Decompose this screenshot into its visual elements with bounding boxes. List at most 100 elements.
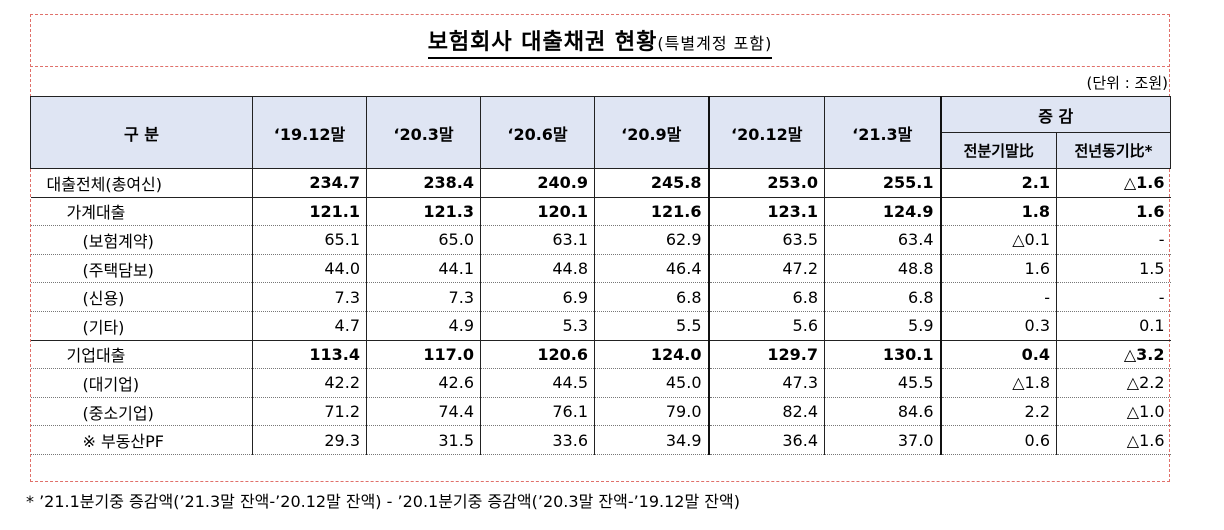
table-cell: 245.8 xyxy=(594,168,709,198)
header-period: ‘21.3말 xyxy=(824,96,942,169)
table-cell: 123.1 xyxy=(707,197,825,227)
footnote: * ’21.1분기중 증감액(’21.3말 잔액-’20.12말 잔액) - ’… xyxy=(26,492,740,511)
table-cell: 129.7 xyxy=(707,340,825,370)
header-period: ‘20.9말 xyxy=(594,96,709,169)
table-cell: 2.2 xyxy=(940,397,1057,427)
table-cell: 5.6 xyxy=(707,311,825,341)
table-row: (보험계약) 65.1 65.0 63.1 62.9 63.5 63.4 △0.1- xyxy=(30,225,1171,255)
row-label: (기타) xyxy=(30,311,253,341)
table-cell: 1.5 xyxy=(1055,254,1171,284)
table-cell: 42.2 xyxy=(252,368,367,398)
table-cell: 4.9 xyxy=(366,311,481,341)
table-cell: △3.2 xyxy=(1055,340,1171,370)
table-cell: 113.4 xyxy=(252,340,367,370)
table-cell: 238.4 xyxy=(366,168,481,198)
table-cell: 82.4 xyxy=(707,397,825,427)
table-cell: 36.4 xyxy=(707,425,825,455)
title-divider xyxy=(30,66,1170,67)
table-cell: 48.8 xyxy=(824,254,942,284)
table-cell: 63.1 xyxy=(480,225,595,255)
row-label: (주택담보) xyxy=(30,254,253,284)
table-cell: 0.6 xyxy=(940,425,1057,455)
title-main: 보험회사 대출채권 현황 xyxy=(427,30,658,59)
table-cell: 6.9 xyxy=(480,282,595,312)
header-period: ‘20.12말 xyxy=(707,96,825,169)
table-cell: 121.1 xyxy=(252,197,367,227)
table-cell: △1.6 xyxy=(1055,425,1171,455)
table-cell: 5.5 xyxy=(594,311,709,341)
table-cell: 130.1 xyxy=(824,340,942,370)
table-cell: △1.8 xyxy=(940,368,1057,398)
table-cell: △2.2 xyxy=(1055,368,1171,398)
table-title: 보험회사 대출채권 현황(특별계정 포함) xyxy=(0,24,1200,59)
table-cell: 65.0 xyxy=(366,225,481,255)
table-cell: 44.8 xyxy=(480,254,595,284)
table-cell: 2.1 xyxy=(940,168,1057,198)
table-cell: 0.1 xyxy=(1055,311,1171,341)
header-period: ‘19.12말 xyxy=(252,96,367,169)
table-cell: 44.0 xyxy=(252,254,367,284)
table-cell: 5.3 xyxy=(480,311,595,341)
table-cell: 63.4 xyxy=(824,225,942,255)
table-cell: 7.3 xyxy=(252,282,367,312)
table-cell: 47.2 xyxy=(707,254,825,284)
table-cell: 0.3 xyxy=(940,311,1057,341)
table-row: (중소기업) 71.2 74.4 76.1 79.0 82.4 84.6 2.2 △1.0 xyxy=(30,397,1171,427)
table-row: 가계대출 121.1 121.3 120.1 121.6 123.1 124.9 1.8 1.6 xyxy=(30,197,1171,227)
table-cell: 6.8 xyxy=(594,282,709,312)
title-sub: (특별계정 포함) xyxy=(657,34,773,59)
row-label: (보험계약) xyxy=(30,225,253,255)
loan-table: 구 분 ‘19.12말 ‘20.3말 ‘20.6말 ‘20.9말 ‘20.12말… xyxy=(30,96,1172,455)
table-cell: 124.9 xyxy=(824,197,942,227)
table-cell: 1.8 xyxy=(940,197,1057,227)
table-cell: 253.0 xyxy=(707,168,825,198)
table-row: (기타) 4.7 4.9 5.3 5.5 5.6 5.9 0.3 0.1 xyxy=(30,311,1171,341)
table-cell: 37.0 xyxy=(824,425,942,455)
table-cell: 76.1 xyxy=(480,397,595,427)
table-cell: 6.8 xyxy=(707,282,825,312)
table-cell: 4.7 xyxy=(252,311,367,341)
table-cell: - xyxy=(940,282,1057,312)
table-cell: 31.5 xyxy=(366,425,481,455)
table-cell: 45.0 xyxy=(594,368,709,398)
table-cell: 33.6 xyxy=(480,425,595,455)
table-cell: 74.4 xyxy=(366,397,481,427)
header-change: 증 감 xyxy=(939,96,1172,133)
table-cell: 117.0 xyxy=(366,340,481,370)
table-cell: 1.6 xyxy=(940,254,1057,284)
table-row: (대기업) 42.2 42.6 44.5 45.0 47.3 45.5 △1.8 △2.2 xyxy=(30,368,1171,398)
header-period: ‘20.6말 xyxy=(480,96,595,169)
table-cell: △0.1 xyxy=(940,225,1057,255)
table-cell: 71.2 xyxy=(252,397,367,427)
table-cell: 6.8 xyxy=(824,282,942,312)
table-cell: 63.5 xyxy=(707,225,825,255)
table-cell: 34.9 xyxy=(594,425,709,455)
table-cell: 7.3 xyxy=(366,282,481,312)
row-label: 가계대출 xyxy=(30,197,253,227)
table-body: 대출전체(총여신) 234.7 238.4 240.9 245.8 253.0 255.1 2… xyxy=(30,168,1171,455)
row-label: ※ 부동산PF xyxy=(30,425,253,455)
table-cell: △1.0 xyxy=(1055,397,1171,427)
header-change-qoq: 전분기말比 xyxy=(940,132,1057,169)
table-cell: 47.3 xyxy=(707,368,825,398)
table-cell: △1.6 xyxy=(1055,168,1171,198)
table-cell: 1.6 xyxy=(1055,197,1171,227)
row-label: (중소기업) xyxy=(30,397,253,427)
table-cell: - xyxy=(1055,225,1171,255)
unit-label: (단위 : 조원) xyxy=(1086,74,1169,92)
table-row: 대출전체(총여신) 234.7 238.4 240.9 245.8 253.0 255.1 2… xyxy=(30,168,1171,198)
header-change-yoy: 전년동기比* xyxy=(1055,132,1172,169)
row-label: (대기업) xyxy=(30,368,253,398)
table-cell: 46.4 xyxy=(594,254,709,284)
table-cell: 120.6 xyxy=(480,340,595,370)
table-cell: 240.9 xyxy=(480,168,595,198)
table-cell: 79.0 xyxy=(594,397,709,427)
row-label: (신용) xyxy=(30,282,253,312)
table-cell: 124.0 xyxy=(594,340,709,370)
table-cell: 45.5 xyxy=(824,368,942,398)
table-cell: 120.1 xyxy=(480,197,595,227)
table-cell: - xyxy=(1055,282,1171,312)
table-row: (신용) 7.3 7.3 6.9 6.8 6.8 6.8- - xyxy=(30,282,1171,312)
table-cell: 44.1 xyxy=(366,254,481,284)
table-cell: 234.7 xyxy=(252,168,367,198)
